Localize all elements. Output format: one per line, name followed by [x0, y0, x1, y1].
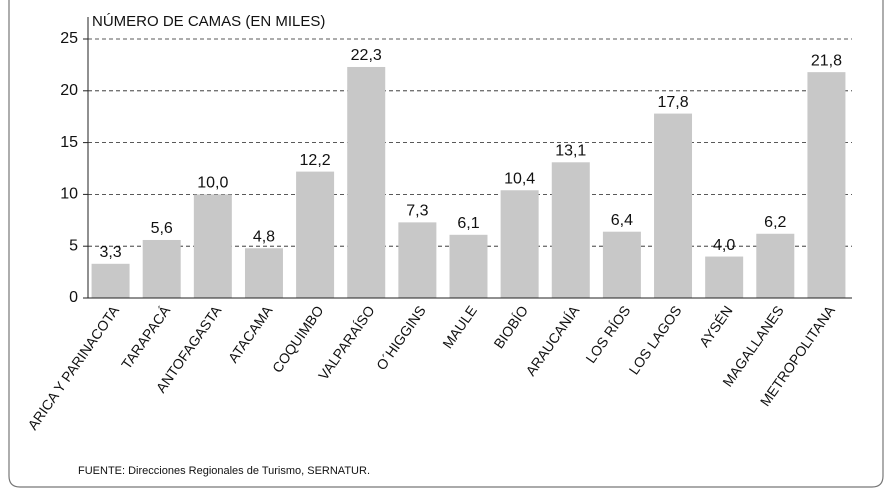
y-tick-label: 20: [60, 82, 78, 99]
bar: [602, 231, 641, 298]
value-label: 17,8: [657, 94, 688, 111]
x-tick-label: AYSÉN: [696, 303, 736, 350]
value-label: 3,3: [99, 244, 121, 261]
x-tick-label: ATACAMA: [225, 302, 276, 365]
x-tick-label: ARAUCANÍA: [522, 302, 582, 379]
value-label: 4,8: [253, 228, 275, 245]
frame: [8, 0, 884, 488]
value-label: 12,2: [300, 152, 331, 169]
value-label: 22,3: [351, 47, 382, 64]
value-label: 13,1: [555, 143, 586, 160]
source-note: FUENTE: Direcciones Regionales de Turism…: [78, 465, 370, 477]
value-label: 4,0: [713, 237, 735, 254]
y-tick-label: 25: [60, 30, 78, 47]
bar: [142, 239, 181, 298]
value-label: 6,1: [457, 215, 479, 232]
bar: [296, 171, 335, 298]
bar: [449, 234, 488, 298]
bar: [193, 194, 232, 298]
bar: [654, 113, 693, 298]
bar: [500, 190, 539, 298]
x-tick-label: TARAPACÁ: [118, 302, 174, 372]
value-label: 10,0: [197, 175, 228, 192]
value-label: 10,4: [504, 170, 535, 187]
bar: [705, 256, 744, 298]
value-label: 7,3: [406, 203, 428, 220]
x-tick-label: BIOBÍO: [490, 303, 531, 352]
value-label: 5,6: [151, 220, 173, 237]
bar: [807, 72, 846, 298]
y-tick-label: 0: [69, 289, 78, 306]
x-tick-label: LOS LAGOS: [625, 303, 684, 378]
bar: [244, 248, 283, 298]
y-tick-label: 15: [60, 134, 78, 151]
x-tick-label: MAULE: [439, 303, 480, 352]
x-tick-label: COQUIMBO: [269, 303, 327, 376]
value-label: 6,4: [611, 212, 633, 229]
value-label: 6,2: [764, 214, 786, 231]
bar: [551, 162, 590, 298]
y-tick-label: 10: [60, 186, 78, 203]
y-axis-label: NÚMERO DE CAMAS (EN MILES): [92, 13, 325, 30]
bar: [91, 263, 130, 298]
bar: [398, 222, 437, 298]
x-tick-label: LOS RÍOS: [582, 303, 633, 366]
y-tick-label: 5: [69, 237, 78, 254]
x-tick-label: O´HIGGINS: [373, 303, 429, 373]
value-label: 21,8: [811, 52, 842, 69]
bar: [756, 233, 795, 298]
x-tick-label: ARICA Y PARINACOTA: [24, 302, 122, 433]
bar: [347, 66, 386, 298]
